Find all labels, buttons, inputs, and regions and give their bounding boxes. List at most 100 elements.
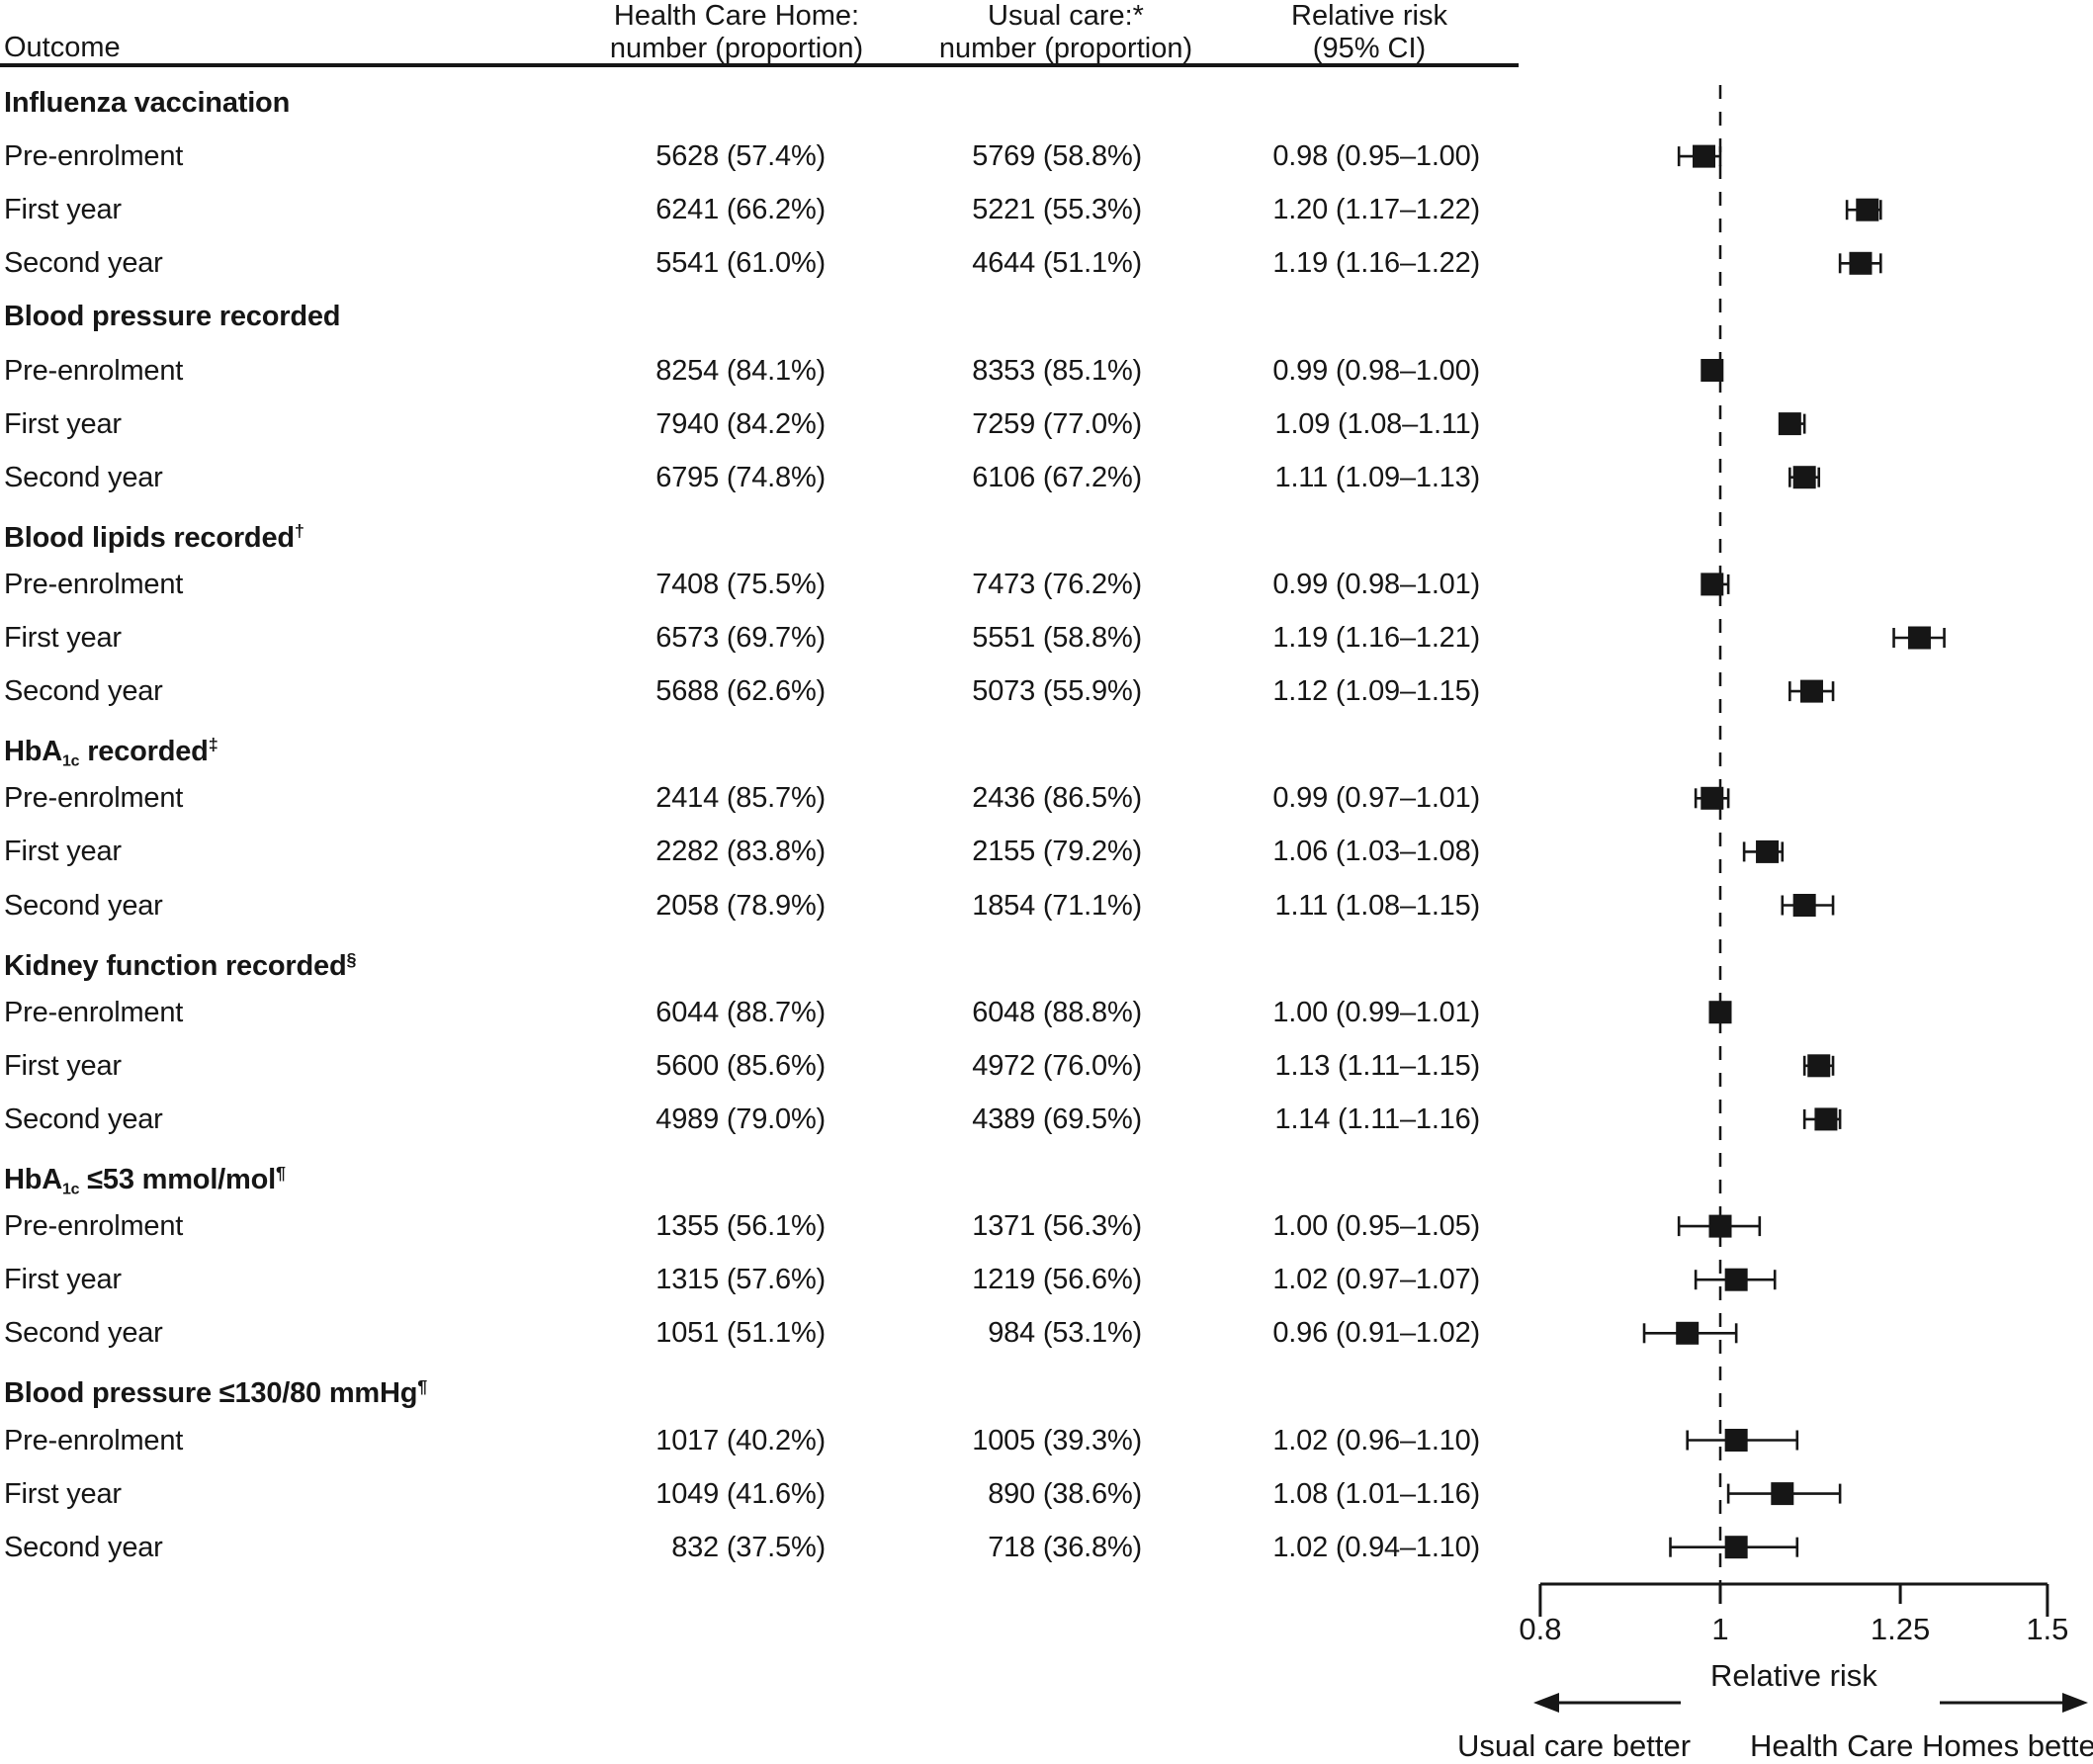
usual-care-value: 1219 (56.6%)	[972, 1264, 1142, 1296]
point-estimate-marker	[1799, 679, 1823, 703]
relative-risk-value: 1.00 (0.99–1.01)	[1272, 996, 1480, 1028]
usual-care-value: 4389 (69.5%)	[972, 1102, 1142, 1135]
point-estimate-marker	[1676, 1321, 1700, 1345]
point-estimate-marker	[1701, 573, 1724, 596]
usual-care-value: 1854 (71.1%)	[972, 889, 1142, 922]
row-period-label: Second year	[4, 1102, 163, 1135]
relative-risk-value: 1.11 (1.09–1.13)	[1274, 461, 1481, 493]
left-arrow-head	[1533, 1693, 1559, 1713]
row-period-label: Second year	[4, 247, 163, 280]
relative-risk-value: 1.19 (1.16–1.22)	[1272, 247, 1480, 280]
group-header: Blood lipids recorded†	[4, 520, 305, 554]
hch-value: 4989 (79.0%)	[655, 1102, 826, 1135]
hch-value: 6573 (69.7%)	[655, 622, 826, 654]
direction-label-right: Health Care Homes better	[1750, 1728, 2093, 1763]
relative-risk-value: 0.99 (0.98–1.01)	[1272, 568, 1480, 600]
point-estimate-marker	[1701, 786, 1724, 810]
footnote-marker: §	[346, 948, 357, 969]
row-period-label: Pre-enrolment	[4, 568, 184, 600]
row-period-label: First year	[4, 407, 122, 440]
hch-value: 832 (37.5%)	[671, 1531, 826, 1563]
point-estimate-marker	[1778, 412, 1801, 436]
relative-risk-value: 1.06 (1.03–1.08)	[1272, 836, 1480, 868]
relative-risk-value: 1.02 (0.94–1.10)	[1272, 1531, 1480, 1563]
group-header: Kidney function recorded§	[4, 948, 357, 982]
relative-risk-value: 1.19 (1.16–1.21)	[1272, 622, 1480, 654]
row-period-label: First year	[4, 1264, 122, 1296]
usual-care-value: 5769 (58.8%)	[972, 140, 1142, 173]
row-period-label: Pre-enrolment	[4, 1210, 184, 1243]
hch-value: 8254 (84.1%)	[655, 354, 826, 387]
x-tick-label: 1.5	[2026, 1612, 2068, 1646]
usual-care-value: 984 (53.1%)	[988, 1317, 1142, 1350]
row-period-label: First year	[4, 1477, 122, 1510]
group-header: HbA1c recorded‡	[4, 735, 218, 770]
row-period-label: Second year	[4, 1531, 163, 1563]
column-header-usual-line1: Usual care:*	[988, 0, 1144, 32]
column-header-hch-line1: Health Care Home:	[613, 0, 860, 32]
point-estimate-marker	[1724, 1536, 1748, 1559]
column-header-hch: Health Care Home: number (proportion)	[539, 0, 934, 65]
point-estimate-marker	[1907, 626, 1931, 650]
usual-care-value: 6106 (67.2%)	[972, 461, 1142, 493]
usual-care-value: 718 (36.8%)	[988, 1531, 1142, 1563]
column-header-relative-risk: Relative risk (95% CI)	[1172, 0, 1567, 65]
usual-care-value: 890 (38.6%)	[988, 1477, 1142, 1510]
hch-value: 1315 (57.6%)	[655, 1264, 826, 1296]
relative-risk-value: 1.08 (1.01–1.16)	[1272, 1477, 1480, 1510]
hch-value: 2058 (78.9%)	[655, 889, 826, 922]
usual-care-value: 1005 (39.3%)	[972, 1424, 1142, 1456]
relative-risk-value: 1.12 (1.09–1.15)	[1272, 675, 1480, 708]
row-period-label: Pre-enrolment	[4, 354, 184, 387]
point-estimate-marker	[1724, 1429, 1748, 1452]
row-period-label: First year	[4, 836, 122, 868]
row-period-label: Pre-enrolment	[4, 1424, 184, 1456]
group-header: Blood pressure ≤130/80 mmHg¶	[4, 1376, 428, 1410]
group-header: Blood pressure recorded	[4, 301, 341, 333]
group-header: Influenza vaccination	[4, 87, 291, 119]
usual-care-value: 5221 (55.3%)	[972, 194, 1142, 226]
point-estimate-marker	[1792, 466, 1816, 489]
point-estimate-marker	[1856, 198, 1879, 221]
row-period-label: Second year	[4, 461, 163, 493]
point-estimate-marker	[1693, 144, 1716, 168]
row-period-label: Second year	[4, 889, 163, 922]
direction-label-left: Usual care better	[1457, 1728, 1691, 1763]
row-period-label: First year	[4, 1049, 122, 1082]
usual-care-value: 2436 (86.5%)	[972, 782, 1142, 815]
row-period-label: First year	[4, 194, 122, 226]
relative-risk-value: 0.96 (0.91–1.02)	[1272, 1317, 1480, 1350]
header-rule	[0, 63, 1519, 67]
hch-value: 5688 (62.6%)	[655, 675, 826, 708]
point-estimate-marker	[1708, 1001, 1732, 1024]
column-header-rr-line1: Relative risk	[1291, 0, 1447, 32]
row-period-label: Pre-enrolment	[4, 996, 184, 1028]
relative-risk-value: 1.02 (0.97–1.07)	[1272, 1264, 1480, 1296]
x-tick-label: 0.8	[1519, 1612, 1561, 1646]
row-period-label: First year	[4, 622, 122, 654]
point-estimate-marker	[1708, 1214, 1732, 1238]
usual-care-value: 2155 (79.2%)	[972, 836, 1142, 868]
hch-value: 2282 (83.8%)	[655, 836, 826, 868]
hch-value: 6795 (74.8%)	[655, 461, 826, 493]
point-estimate-marker	[1807, 1054, 1831, 1078]
row-period-label: Pre-enrolment	[4, 782, 184, 815]
column-header-usual-line2: number (proportion)	[938, 33, 1193, 64]
point-estimate-marker	[1756, 839, 1780, 863]
hch-value: 1017 (40.2%)	[655, 1424, 826, 1456]
footnote-marker: †	[294, 520, 305, 541]
usual-care-value: 4972 (76.0%)	[972, 1049, 1142, 1082]
footnote-marker: ¶	[417, 1376, 428, 1397]
x-tick-label: 1	[1711, 1612, 1728, 1646]
relative-risk-value: 1.11 (1.08–1.15)	[1274, 889, 1481, 922]
column-header-hch-line2: number (proportion)	[609, 33, 864, 64]
group-header: HbA1c ≤53 mmol/mol¶	[4, 1163, 286, 1198]
hch-value: 5541 (61.0%)	[655, 247, 826, 280]
relative-risk-value: 1.02 (0.96–1.10)	[1272, 1424, 1480, 1456]
right-arrow-head	[2062, 1693, 2088, 1713]
row-period-label: Pre-enrolment	[4, 140, 184, 173]
relative-risk-value: 0.99 (0.98–1.00)	[1272, 354, 1480, 387]
column-header-outcome: Outcome	[4, 32, 121, 63]
